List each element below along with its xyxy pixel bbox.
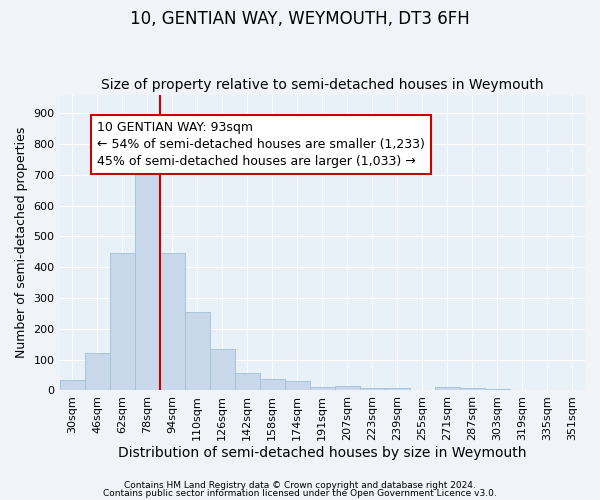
- Text: Contains public sector information licensed under the Open Government Licence v3: Contains public sector information licen…: [103, 488, 497, 498]
- Bar: [385, 388, 410, 390]
- Title: Size of property relative to semi-detached houses in Weymouth: Size of property relative to semi-detach…: [101, 78, 544, 92]
- Bar: [185, 312, 209, 390]
- Bar: [134, 172, 160, 390]
- Bar: [360, 388, 385, 390]
- Bar: [160, 254, 185, 390]
- Bar: [85, 354, 110, 391]
- Bar: [209, 349, 235, 391]
- Bar: [59, 380, 85, 390]
- Bar: [110, 254, 134, 390]
- Bar: [335, 386, 360, 390]
- Bar: [310, 388, 335, 390]
- Text: 10 GENTIAN WAY: 93sqm
← 54% of semi-detached houses are smaller (1,233)
45% of s: 10 GENTIAN WAY: 93sqm ← 54% of semi-deta…: [97, 121, 425, 168]
- Bar: [285, 381, 310, 390]
- Text: Contains HM Land Registry data © Crown copyright and database right 2024.: Contains HM Land Registry data © Crown c…: [124, 481, 476, 490]
- Bar: [260, 379, 285, 390]
- Text: 10, GENTIAN WAY, WEYMOUTH, DT3 6FH: 10, GENTIAN WAY, WEYMOUTH, DT3 6FH: [130, 10, 470, 28]
- X-axis label: Distribution of semi-detached houses by size in Weymouth: Distribution of semi-detached houses by …: [118, 446, 527, 460]
- Bar: [235, 373, 260, 390]
- Y-axis label: Number of semi-detached properties: Number of semi-detached properties: [15, 127, 28, 358]
- Bar: [435, 388, 460, 390]
- Bar: [460, 388, 485, 390]
- Bar: [485, 388, 510, 390]
